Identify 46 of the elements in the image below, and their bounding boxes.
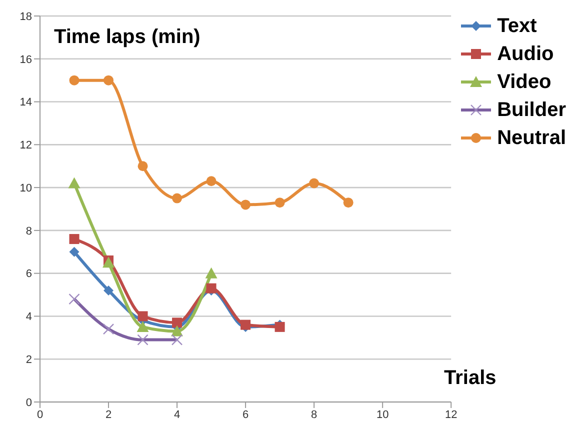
legend-label: Audio (497, 42, 554, 66)
point (206, 283, 216, 294)
legend-label: Builder (497, 98, 566, 122)
x-tick-label: 0 (36, 408, 44, 421)
point (171, 334, 183, 346)
y-tick-label: 14 (20, 96, 32, 109)
y-tick-label: 10 (20, 182, 32, 194)
point (206, 176, 216, 186)
point (102, 323, 114, 335)
y-tick-label: 16 (20, 54, 32, 66)
y-tick-label: 4 (26, 311, 32, 324)
point (69, 234, 80, 244)
y-axis-title: Time laps (min) (54, 26, 200, 49)
y-tick-label: 0 (26, 396, 32, 409)
point (138, 311, 148, 322)
x-tick-label: 8 (311, 408, 318, 421)
point (137, 334, 148, 346)
point (309, 178, 320, 188)
y-tick-label: 6 (26, 268, 32, 280)
y-tick-label: 2 (26, 354, 32, 366)
point (240, 200, 251, 210)
point (205, 267, 218, 278)
point (136, 320, 149, 332)
point (68, 293, 80, 305)
point (69, 75, 80, 86)
point (343, 198, 354, 208)
point (69, 246, 80, 257)
y-tick-label: 18 (20, 10, 32, 23)
legend-label: Text (497, 14, 537, 38)
point (172, 193, 182, 204)
x-tick-label: 4 (174, 408, 180, 421)
x-axis-title: Trials (444, 367, 496, 390)
x-tick-label: 12 (444, 408, 458, 421)
point (102, 256, 115, 268)
legend-label: Neutral (497, 126, 566, 150)
point (104, 285, 114, 296)
x-tick-label: 6 (242, 408, 249, 421)
point (104, 75, 114, 86)
y-tick-label: 12 (20, 140, 32, 152)
point (68, 177, 80, 188)
point (274, 198, 285, 208)
y-tick-label: 8 (26, 225, 32, 238)
x-tick-label: 10 (376, 408, 389, 421)
legend-label: Video (497, 70, 552, 94)
x-tick-label: 2 (105, 408, 112, 421)
point (138, 161, 148, 172)
